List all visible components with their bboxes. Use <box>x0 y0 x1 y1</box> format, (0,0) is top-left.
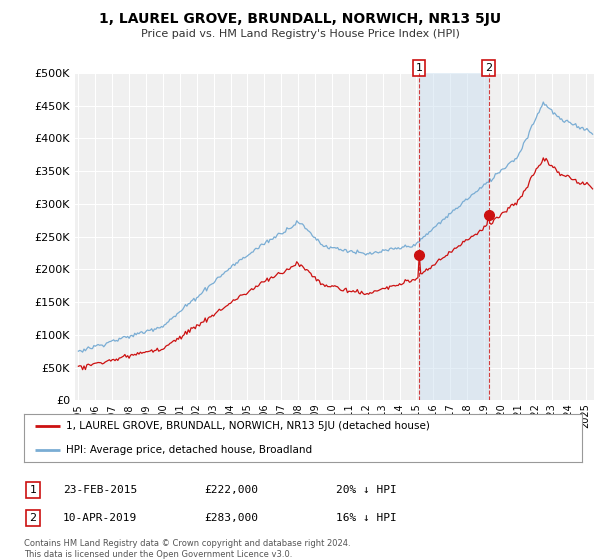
Text: 1: 1 <box>415 63 422 73</box>
Text: £283,000: £283,000 <box>204 513 258 523</box>
Text: 1, LAUREL GROVE, BRUNDALL, NORWICH, NR13 5JU (detached house): 1, LAUREL GROVE, BRUNDALL, NORWICH, NR13… <box>66 421 430 431</box>
Text: 20% ↓ HPI: 20% ↓ HPI <box>336 485 397 495</box>
Text: £222,000: £222,000 <box>204 485 258 495</box>
Text: 10-APR-2019: 10-APR-2019 <box>63 513 137 523</box>
Text: 23-FEB-2015: 23-FEB-2015 <box>63 485 137 495</box>
Text: Contains HM Land Registry data © Crown copyright and database right 2024.
This d: Contains HM Land Registry data © Crown c… <box>24 539 350 559</box>
Text: 2: 2 <box>29 513 37 523</box>
Text: 1: 1 <box>29 485 37 495</box>
Bar <box>419 73 489 400</box>
Text: 2: 2 <box>485 63 493 73</box>
Text: 1, LAUREL GROVE, BRUNDALL, NORWICH, NR13 5JU: 1, LAUREL GROVE, BRUNDALL, NORWICH, NR13… <box>99 12 501 26</box>
Text: Price paid vs. HM Land Registry's House Price Index (HPI): Price paid vs. HM Land Registry's House … <box>140 29 460 39</box>
Text: 16% ↓ HPI: 16% ↓ HPI <box>336 513 397 523</box>
Text: HPI: Average price, detached house, Broadland: HPI: Average price, detached house, Broa… <box>66 445 312 455</box>
